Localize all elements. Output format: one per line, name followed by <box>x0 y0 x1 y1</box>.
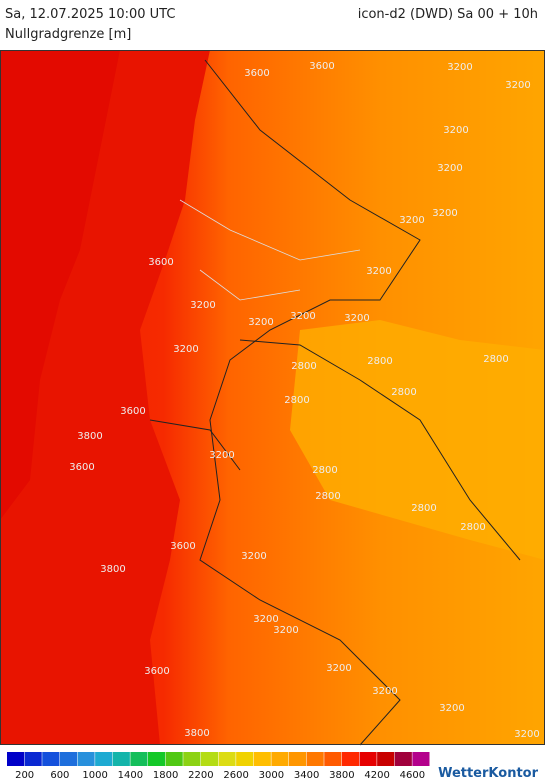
contour-label: 3200 <box>399 215 424 226</box>
color-swatch <box>77 752 95 766</box>
contour-label: 3200 <box>366 266 391 277</box>
colorbar-label: 4200 <box>364 770 389 781</box>
colorbar-label: 3000 <box>259 770 284 781</box>
color-swatch <box>412 752 430 766</box>
contour-label: 2800 <box>411 503 436 514</box>
contour-label: 3600 <box>120 406 145 417</box>
contour-label: 3200 <box>344 313 369 324</box>
brand: WetterKontor <box>438 766 539 781</box>
color-swatch <box>324 752 342 766</box>
color-swatch <box>165 752 183 766</box>
contour-label: 2800 <box>483 354 508 365</box>
contour-label: 2800 <box>460 522 485 533</box>
contour-label: 3200 <box>290 311 315 322</box>
field-sea <box>0 50 120 520</box>
color-swatch <box>218 752 236 766</box>
color-swatch <box>130 752 148 766</box>
contour-label: 2800 <box>391 387 416 398</box>
color-swatch <box>359 752 377 766</box>
contour-label: 3200 <box>514 729 539 740</box>
contour-label: 3600 <box>309 61 334 72</box>
color-swatch <box>341 752 359 766</box>
colorbar-label: 1000 <box>82 770 107 781</box>
contour-label: 2800 <box>312 465 337 476</box>
colorbar-label: 1800 <box>153 770 178 781</box>
contour-label: 3600 <box>69 462 94 473</box>
colorbar-label: 3800 <box>329 770 354 781</box>
contour-label: 2800 <box>315 491 340 502</box>
color-swatch <box>24 752 42 766</box>
color-swatch <box>289 752 307 766</box>
colorbar: 200 600 1000 1400 1800 2200 2600 3000 3400 3800 42… <box>7 752 430 781</box>
contour-label: 3600 <box>244 68 269 79</box>
color-swatch <box>394 752 412 766</box>
contour-label: 3200 <box>439 703 464 714</box>
colorbar-label: 600 <box>50 770 69 781</box>
contour-label: 3600 <box>144 666 169 677</box>
contour-label: 3200 <box>326 663 351 674</box>
border <box>149 339 521 561</box>
field-low <box>290 320 545 560</box>
color-swatch <box>200 752 218 766</box>
color-swatch <box>148 752 166 766</box>
contour-label: 3200 <box>209 450 234 461</box>
contour-label: 3600 <box>148 257 173 268</box>
contour-label: 2800 <box>291 361 316 372</box>
contour <box>179 199 361 301</box>
contour-label: 3200 <box>505 80 530 91</box>
contour-label: 3200 <box>447 62 472 73</box>
border <box>199 59 421 746</box>
contour-label: 3800 <box>77 431 102 442</box>
contour-label: 3200 <box>253 614 278 625</box>
contour-label: 2800 <box>367 356 392 367</box>
contour-label: 3200 <box>372 686 397 697</box>
color-swatch <box>253 752 271 766</box>
color-swatch <box>7 752 25 766</box>
contour-label: 3200 <box>241 551 266 562</box>
variable: Nullgradgrenze [m] <box>5 27 131 42</box>
contour-label: 3200 <box>190 300 215 311</box>
color-swatch <box>112 752 130 766</box>
colorbar-label: 1400 <box>118 770 143 781</box>
contour-label: 3200 <box>248 317 273 328</box>
colorbar-label: 3400 <box>294 770 319 781</box>
title: Sa, 12.07.2025 10:00 UTC <box>5 7 175 22</box>
colorbar-label: 2200 <box>188 770 213 781</box>
color-swatch <box>377 752 395 766</box>
contour-label: 3200 <box>273 625 298 636</box>
contour-label: 3600 <box>170 541 195 552</box>
color-swatch <box>306 752 324 766</box>
color-swatch <box>271 752 289 766</box>
map <box>0 50 545 746</box>
contour-label: 3200 <box>432 208 457 219</box>
color-swatch <box>183 752 201 766</box>
colorbar-label: 200 <box>15 770 34 781</box>
contour-label: 3800 <box>184 728 209 739</box>
color-swatch <box>236 752 254 766</box>
contour-label: 3800 <box>100 564 125 575</box>
colorbar-label: 2600 <box>223 770 248 781</box>
contour-label: 3200 <box>173 344 198 355</box>
contour-label: 3200 <box>437 163 462 174</box>
model-run: icon-d2 (DWD) Sa 00 + 10h <box>358 7 538 22</box>
contour-label: 2800 <box>284 395 309 406</box>
contour-label: 3200 <box>443 125 468 136</box>
color-swatch <box>42 752 60 766</box>
colorbar-label: 4600 <box>400 770 425 781</box>
color-swatch <box>95 752 113 766</box>
color-swatch <box>59 752 77 766</box>
